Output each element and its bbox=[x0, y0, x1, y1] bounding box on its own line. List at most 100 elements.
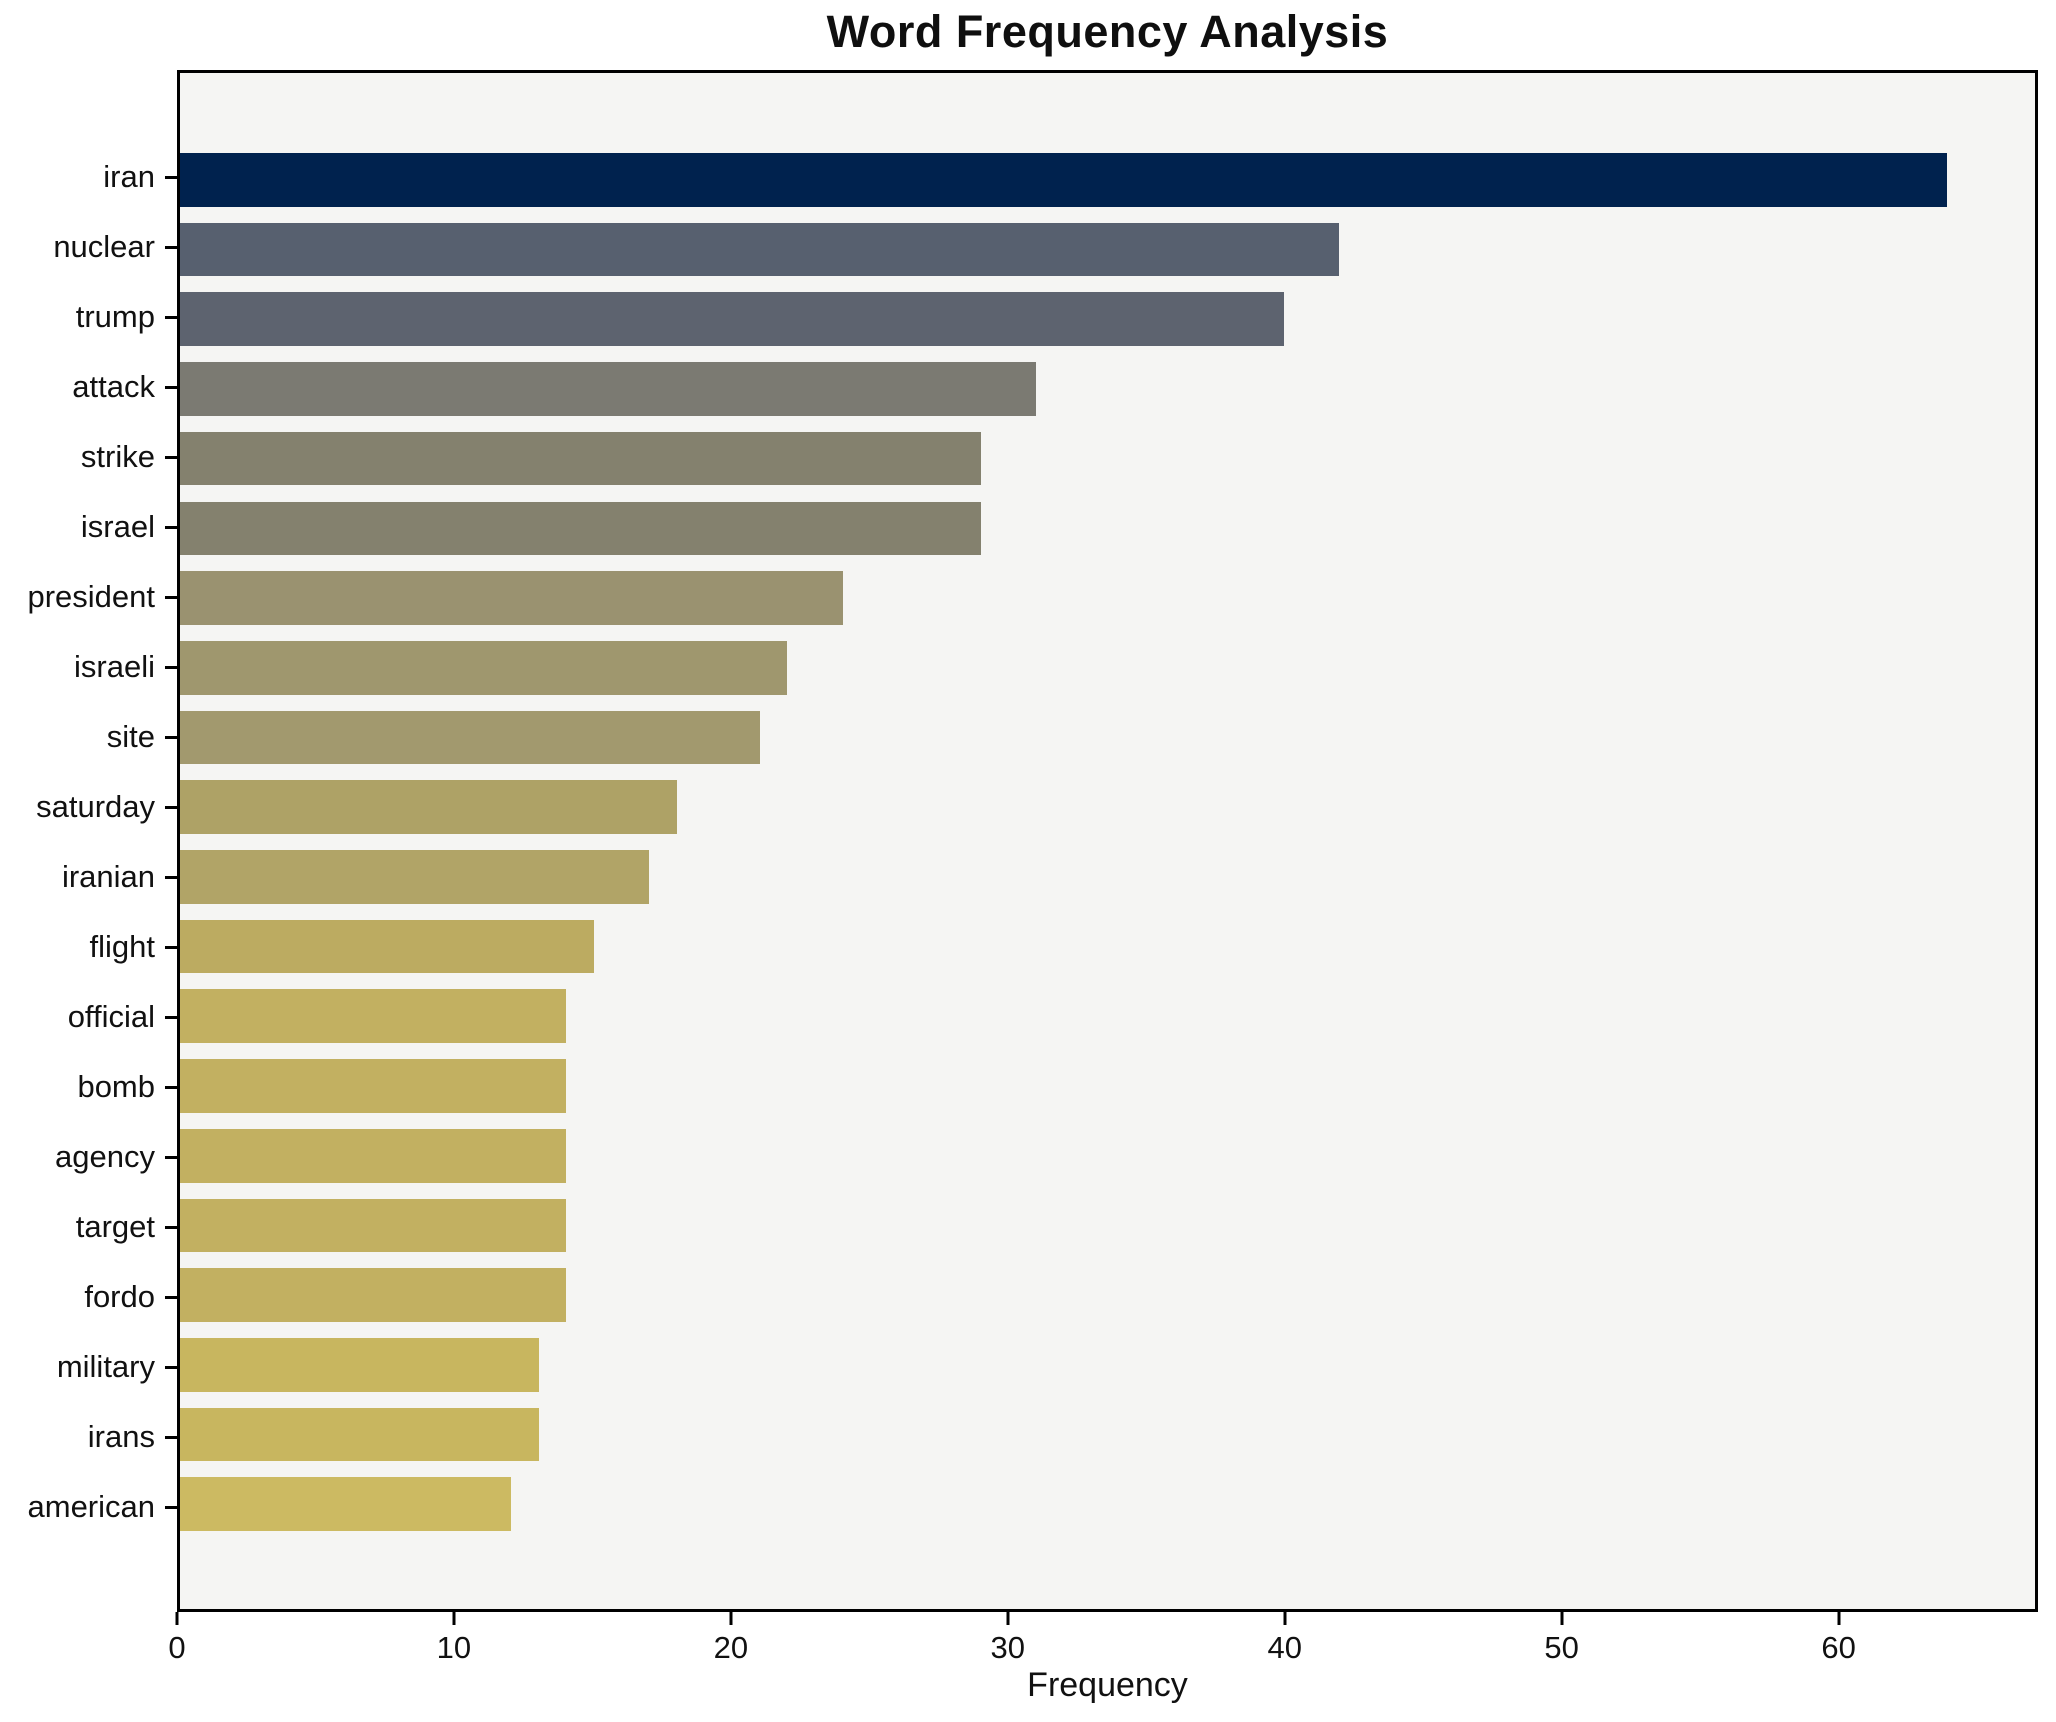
bar-row bbox=[180, 354, 2035, 424]
x-axis: 0 10 20 30 40 50 60 bbox=[168, 1612, 2038, 1682]
bar-row bbox=[180, 981, 2035, 1051]
bar-row bbox=[180, 563, 2035, 633]
bar-row bbox=[180, 215, 2035, 285]
bar-row bbox=[180, 912, 2035, 982]
x-tick-label-30: 30 bbox=[990, 1630, 1026, 1665]
bar-agency bbox=[180, 1128, 567, 1183]
y-tick-mark bbox=[165, 945, 177, 949]
y-tick-label-site: site bbox=[106, 719, 155, 754]
x-tick-label-40: 40 bbox=[1267, 1630, 1302, 1665]
bar-row bbox=[180, 1330, 2035, 1400]
bar-row bbox=[180, 1400, 2035, 1470]
y-tick-label-agency: agency bbox=[55, 1139, 155, 1174]
y-tick-mark bbox=[165, 1155, 177, 1159]
bar-row bbox=[180, 703, 2035, 773]
bar-site bbox=[180, 710, 760, 765]
y-tick-mark bbox=[165, 525, 177, 529]
y-tick-mark bbox=[165, 805, 177, 809]
bar-saturday bbox=[180, 780, 677, 834]
bar-flight bbox=[180, 919, 595, 974]
x-tick-mark bbox=[729, 1612, 733, 1625]
bar-strike bbox=[180, 431, 981, 486]
bar-israeli bbox=[180, 640, 788, 695]
plot-area bbox=[177, 70, 2038, 1612]
bar-israel bbox=[180, 501, 981, 556]
bar-president bbox=[180, 571, 843, 625]
bar-row bbox=[180, 772, 2035, 842]
bar-row bbox=[180, 1121, 2035, 1191]
y-tick-label-strike: strike bbox=[80, 439, 155, 474]
x-tick-mark bbox=[1837, 1612, 1841, 1625]
bar-iranian bbox=[180, 850, 650, 904]
bar-bomb bbox=[180, 1059, 567, 1113]
x-tick-mark bbox=[1560, 1612, 1564, 1625]
x-tick-mark bbox=[1006, 1612, 1010, 1625]
y-tick-mark bbox=[165, 175, 177, 179]
bar-row bbox=[180, 284, 2035, 354]
y-tick-mark bbox=[165, 455, 177, 459]
x-tick-label-20: 20 bbox=[713, 1630, 749, 1665]
x-axis-title: Frequency bbox=[1027, 1666, 1188, 1704]
y-tick-label-military: military bbox=[56, 1349, 155, 1384]
y-tick-mark bbox=[165, 1505, 177, 1509]
bar-row bbox=[180, 633, 2035, 703]
y-tick-mark bbox=[165, 595, 177, 599]
y-tick-mark bbox=[165, 1365, 177, 1369]
y-tick-label-fordo: fordo bbox=[84, 1279, 155, 1314]
bar-irans bbox=[180, 1407, 539, 1462]
bar-row bbox=[180, 1051, 2035, 1121]
y-tick-label-official: official bbox=[67, 999, 155, 1034]
y-tick-mark bbox=[165, 385, 177, 389]
bar-target bbox=[180, 1198, 567, 1253]
y-tick-label-american: american bbox=[27, 1489, 156, 1524]
y-tick-mark bbox=[165, 1015, 177, 1019]
chart-title: Word Frequency Analysis bbox=[826, 6, 1389, 57]
x-tick-mark bbox=[452, 1612, 456, 1625]
y-tick-mark bbox=[165, 245, 177, 249]
bar-american bbox=[180, 1477, 512, 1532]
bars-container bbox=[180, 145, 2035, 1539]
y-axis: iran nuclear trump attack strike israel presid… bbox=[0, 142, 177, 1684]
bar-attack bbox=[180, 362, 1036, 416]
bar-official bbox=[180, 989, 567, 1044]
x-tick-mark bbox=[175, 1612, 179, 1625]
bar-row bbox=[180, 424, 2035, 494]
y-tick-label-trump: trump bbox=[75, 299, 155, 334]
bar-iran bbox=[180, 153, 1947, 207]
y-tick-label-irans: irans bbox=[87, 1419, 155, 1454]
bar-row bbox=[180, 1469, 2035, 1539]
bar-trump bbox=[180, 292, 1285, 347]
y-tick-mark bbox=[165, 315, 177, 319]
y-tick-label-iranian: iranian bbox=[61, 859, 155, 894]
bar-row bbox=[180, 1191, 2035, 1261]
y-tick-mark bbox=[165, 1295, 177, 1299]
x-tick-label-50: 50 bbox=[1544, 1630, 1579, 1665]
y-tick-label-saturday: saturday bbox=[36, 789, 155, 824]
y-tick-mark bbox=[165, 735, 177, 739]
y-tick-label-bomb: bomb bbox=[77, 1069, 155, 1104]
y-tick-label-israeli: israeli bbox=[74, 649, 155, 684]
y-tick-label-iran: iran bbox=[103, 159, 155, 194]
bar-military bbox=[180, 1337, 539, 1392]
bar-row bbox=[180, 494, 2035, 564]
y-tick-label-israel: israel bbox=[80, 509, 155, 544]
y-tick-mark bbox=[165, 875, 177, 879]
bar-row bbox=[180, 145, 2035, 215]
y-tick-mark bbox=[165, 1435, 177, 1439]
bar-row bbox=[180, 1260, 2035, 1330]
y-tick-mark bbox=[165, 1225, 177, 1229]
y-tick-label-president: president bbox=[27, 579, 155, 614]
y-tick-mark bbox=[165, 665, 177, 669]
y-tick-label-flight: flight bbox=[89, 929, 155, 964]
y-tick-label-nuclear: nuclear bbox=[53, 229, 155, 264]
y-tick-label-target: target bbox=[75, 1209, 155, 1244]
x-tick-label-60: 60 bbox=[1821, 1630, 1856, 1665]
bar-fordo bbox=[180, 1268, 567, 1322]
y-tick-mark bbox=[165, 1085, 177, 1089]
bar-nuclear bbox=[180, 222, 1340, 277]
x-tick-mark bbox=[1283, 1612, 1287, 1625]
x-tick-label-0: 0 bbox=[168, 1630, 186, 1665]
bar-row bbox=[180, 842, 2035, 912]
y-tick-label-attack: attack bbox=[72, 369, 155, 404]
